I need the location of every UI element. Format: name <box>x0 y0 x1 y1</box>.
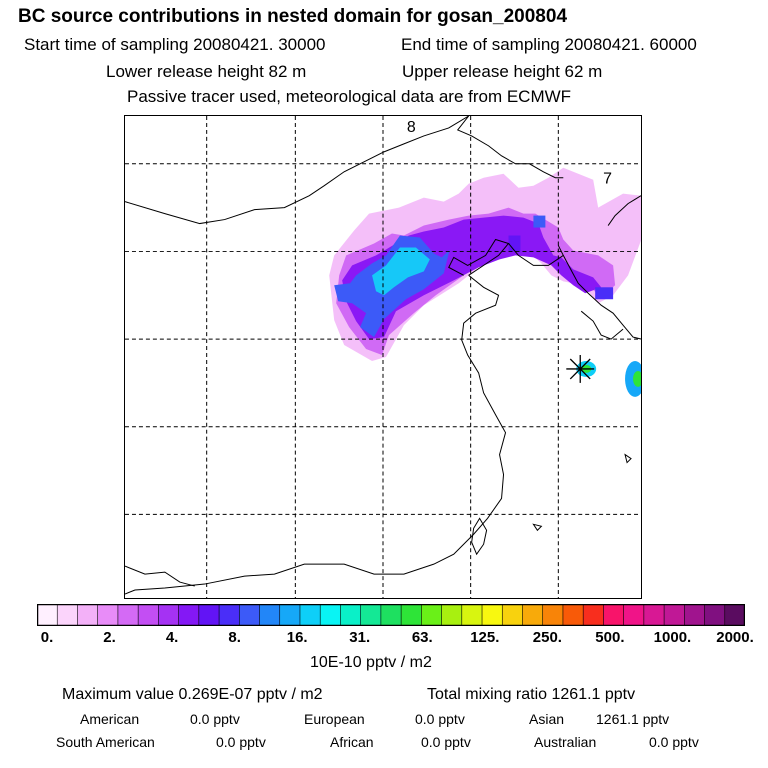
colorbar-cell <box>218 604 241 626</box>
colorbar-cell <box>603 604 625 626</box>
american-value: 0.0 pptv <box>190 711 240 727</box>
european-label: European <box>304 711 365 727</box>
colorbar-cell <box>623 604 645 626</box>
colorbar-cell <box>279 604 301 626</box>
map-label-7: 7 <box>603 171 612 188</box>
plume-peak <box>372 247 430 296</box>
end-time: End time of sampling 20080421. 60000 <box>401 35 697 54</box>
colorbar-cell <box>663 604 686 626</box>
african-value: 0.0 pptv <box>421 734 471 750</box>
hotspot-shandong <box>533 215 546 228</box>
colorbar-tick-label: 2. <box>103 629 116 646</box>
colorbar-cell <box>481 604 504 626</box>
colorbar-tick-label: 2000. <box>716 629 754 646</box>
chart-title: BC source contributions in nested domain… <box>18 6 568 27</box>
colorbar-cell <box>198 604 220 626</box>
colorbar-cell <box>400 604 423 626</box>
colorbar-tick-label: 63. <box>411 629 433 646</box>
colorbar-tick-label: 250. <box>532 629 562 646</box>
asian-value: 1261.1 pptv <box>596 711 670 727</box>
concentration-field <box>329 167 641 397</box>
colorbar-cell <box>238 604 261 626</box>
american-label: American <box>80 711 140 727</box>
colorbar-cell <box>522 604 544 626</box>
colorbar-cell <box>97 604 119 626</box>
colorbar-cell <box>380 604 402 626</box>
tracer-info: Passive tracer used, meteorological data… <box>127 87 572 106</box>
upper-release-height: Upper release height 62 m <box>402 62 603 81</box>
lower-release-height: Lower release height 82 m <box>106 62 307 81</box>
colorbar-cell <box>542 604 564 626</box>
south-american-value: 0.0 pptv <box>216 734 266 750</box>
colorbar-units: 10E-10 pptv / m2 <box>310 654 432 671</box>
colorbar-tick-label: 125. <box>470 629 500 646</box>
european-value: 0.0 pptv <box>415 711 465 727</box>
total-mixing-ratio: Total mixing ratio 1261.1 pptv <box>427 686 636 703</box>
australian-label: Australian <box>534 734 597 750</box>
colorbar-cell <box>178 604 200 626</box>
colorbar-cell <box>137 604 160 626</box>
colorbar-cell <box>158 604 180 626</box>
colorbar-cell <box>360 604 382 626</box>
colorbar-cell <box>259 604 281 626</box>
start-time: Start time of sampling 20080421. 30000 <box>24 35 326 54</box>
colorbar-tick-label: 31. <box>349 629 371 646</box>
colorbar-cell <box>562 604 584 626</box>
colorbar-cell <box>299 604 322 626</box>
colorbar-cell <box>724 604 745 626</box>
colorbar-cell <box>582 604 605 626</box>
graticule <box>125 116 641 598</box>
map-label-8: 8 <box>407 119 416 136</box>
colorbar-cell <box>684 604 706 626</box>
map-panel: 8 7 <box>124 115 642 599</box>
asian-label: Asian <box>529 711 565 727</box>
south-american-label: South American <box>56 734 155 750</box>
colorbar-cell <box>56 604 79 626</box>
hotspot-bohai <box>508 235 521 252</box>
colorbar-tick-label: 0. <box>40 629 54 646</box>
colorbar-cell <box>704 604 726 626</box>
colorbar-cell <box>319 604 342 626</box>
colorbar-tick-label: 8. <box>228 629 241 646</box>
color-bar <box>37 604 745 626</box>
colorbar-tick-label: 16. <box>286 629 308 646</box>
colorbar-cell <box>421 604 443 626</box>
colorbar-tick-label: 500. <box>595 629 625 646</box>
colorbar-cell <box>441 604 463 626</box>
colorbar-cell <box>501 604 524 626</box>
colorbar-tick-label: 4. <box>165 629 179 646</box>
colorbar-cell <box>340 604 362 626</box>
african-label: African <box>330 734 374 750</box>
colorbar-cell <box>461 604 483 626</box>
colorbar-cell <box>643 604 665 626</box>
colorbar-cell <box>77 604 99 626</box>
hotspot-korea <box>595 287 614 300</box>
maximum-value: Maximum value 0.269E-07 pptv / m2 <box>62 686 323 703</box>
receptor-star-icon <box>566 355 595 383</box>
hotspot-japan-core <box>633 370 641 387</box>
colorbar-tick-label: 1000. <box>653 629 692 646</box>
coastlines <box>125 116 641 595</box>
colorbar-cell <box>37 604 59 626</box>
colorbar-cell <box>117 604 139 626</box>
australian-value: 0.0 pptv <box>649 734 699 750</box>
